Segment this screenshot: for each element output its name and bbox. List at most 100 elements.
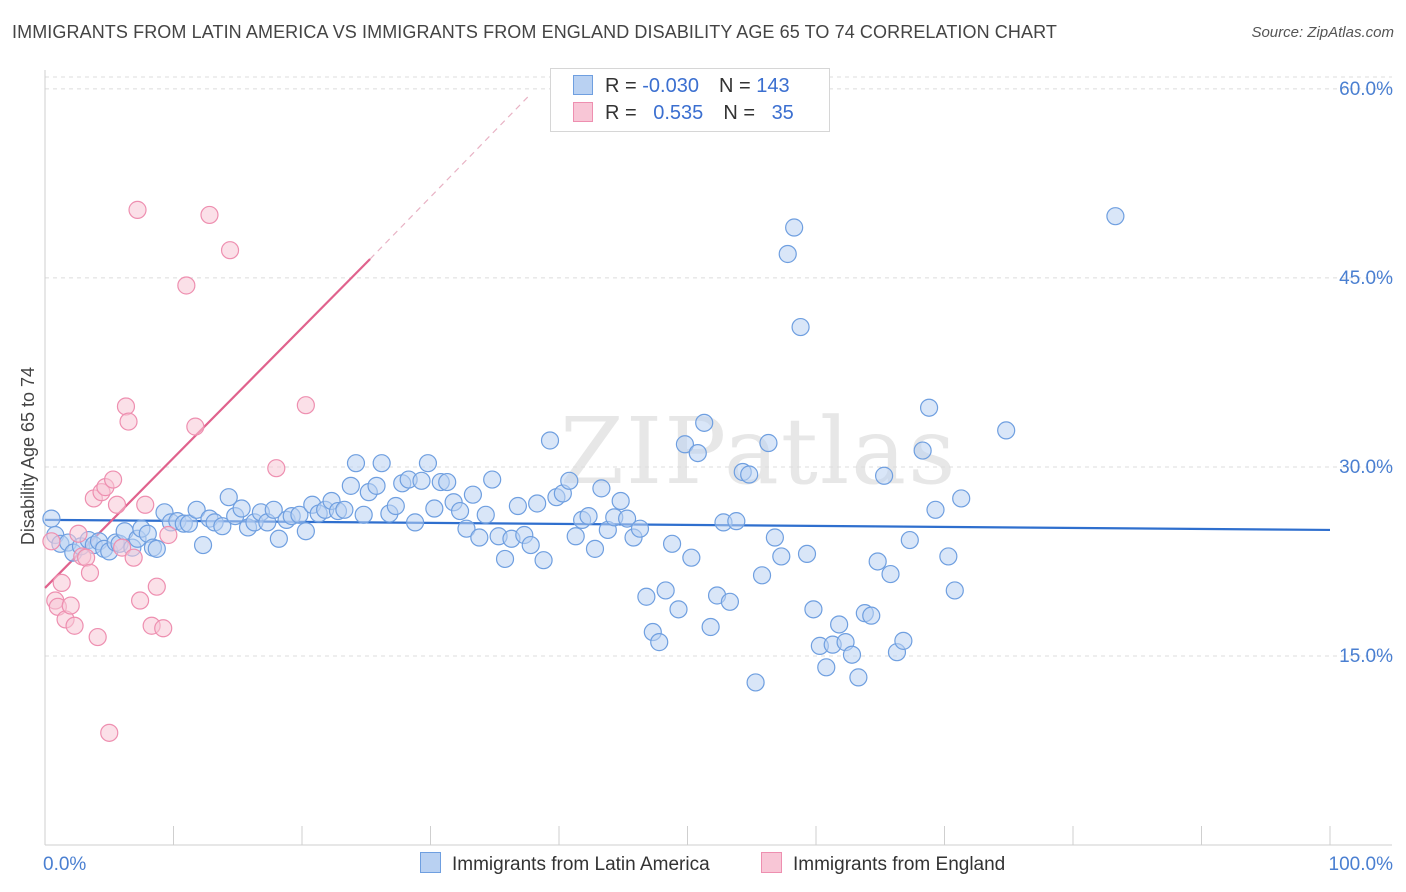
point-latin-america: [521, 535, 540, 555]
point-latin-america: [372, 454, 391, 473]
point-latin-america: [1106, 207, 1125, 226]
axes: [44, 70, 1392, 846]
point-latin-america: [418, 454, 438, 473]
point-latin-america: [997, 421, 1016, 440]
x-tick-label-min: 0.0%: [43, 854, 86, 875]
point-latin-america: [862, 606, 881, 625]
point-england: [136, 495, 155, 514]
point-latin-america: [611, 491, 630, 511]
point-latin-america: [560, 471, 579, 490]
point-latin-america: [817, 658, 836, 677]
point-england: [107, 495, 127, 514]
point-latin-america: [682, 548, 701, 567]
point-latin-america: [534, 551, 553, 570]
point-latin-america: [894, 631, 913, 650]
point-latin-america: [875, 466, 894, 485]
series-legend-label: Immigrants from England: [793, 854, 1006, 875]
point-latin-america: [386, 496, 405, 516]
point-latin-america: [483, 470, 502, 489]
point-latin-america: [939, 547, 958, 566]
point-latin-america: [759, 433, 778, 453]
point-england: [159, 525, 178, 545]
r-value: -0.030: [642, 75, 699, 97]
point-latin-america: [42, 509, 61, 528]
series-swatch-blue: [420, 852, 441, 873]
point-england: [65, 616, 84, 635]
n-value: 35: [771, 102, 794, 124]
point-latin-america: [585, 539, 605, 558]
point-latin-america: [425, 499, 444, 518]
x-tick-label-max: 100.0%: [1329, 854, 1394, 875]
point-latin-america: [656, 581, 675, 600]
legend-swatch-blue: [573, 75, 593, 95]
point-england: [128, 200, 147, 219]
correlation-legend: R = -0.030 N = 143 R = 0.535 N = 35: [550, 68, 830, 132]
point-latin-america: [913, 441, 932, 460]
series-swatch-pink: [761, 852, 782, 873]
point-latin-america: [367, 476, 386, 495]
point-england: [112, 538, 132, 557]
point-england: [147, 577, 166, 596]
series-legend: Immigrants from Latin America Immigrants…: [0, 852, 1406, 878]
point-latin-america: [785, 218, 804, 237]
point-england: [177, 276, 196, 295]
point-latin-america: [213, 517, 232, 536]
point-latin-america: [264, 500, 283, 519]
point-latin-america: [650, 633, 669, 652]
point-latin-america: [618, 509, 637, 528]
legend-row-england: R = 0.535 N = 35: [573, 102, 794, 128]
y-tick-label: 15.0%: [1339, 646, 1393, 667]
point-latin-america: [354, 505, 373, 524]
point-latin-america: [688, 443, 707, 463]
point-latin-america: [290, 505, 309, 524]
source-credit: Source: ZipAtlas.com: [1251, 24, 1394, 41]
point-england: [296, 396, 315, 415]
r-label: R =: [605, 75, 643, 97]
point-latin-america: [592, 479, 611, 498]
point-latin-america: [147, 539, 166, 558]
point-latin-america: [675, 435, 695, 454]
point-latin-america: [765, 528, 784, 547]
point-england: [69, 524, 88, 543]
n-label: N =: [723, 102, 761, 124]
point-latin-america: [335, 500, 354, 519]
point-latin-america: [945, 581, 964, 600]
point-latin-america: [219, 488, 238, 507]
series-legend-latin-america[interactable]: Immigrants from Latin America: [420, 852, 710, 876]
point-latin-america: [720, 592, 740, 611]
point-england: [220, 241, 240, 260]
point-latin-america: [346, 454, 366, 473]
n-label: N =: [718, 75, 757, 97]
point-latin-america: [508, 496, 527, 516]
series-legend-england[interactable]: Immigrants from England: [761, 852, 1005, 876]
point-latin-america: [405, 513, 425, 532]
point-latin-america: [296, 522, 315, 541]
data-points: [42, 200, 1125, 742]
point-latin-america: [952, 489, 971, 508]
y-axis-label: Disability Age 65 to 74: [18, 367, 38, 545]
point-latin-america: [579, 506, 598, 526]
watermark: ZIPatlas: [560, 398, 958, 505]
point-latin-america: [566, 527, 585, 546]
r-label: R =: [605, 102, 643, 124]
point-latin-america: [804, 600, 823, 619]
point-latin-america: [797, 544, 817, 564]
point-latin-america: [919, 398, 939, 417]
point-latin-america: [450, 501, 470, 521]
point-latin-america: [926, 500, 945, 519]
point-latin-america: [695, 413, 714, 432]
point-latin-america: [772, 547, 791, 566]
point-latin-america: [778, 244, 797, 264]
point-latin-america: [791, 317, 810, 337]
point-latin-america: [701, 617, 720, 637]
point-latin-america: [881, 564, 900, 584]
point-england: [119, 412, 138, 431]
point-england: [116, 397, 136, 416]
point-england: [61, 596, 80, 615]
point-latin-america: [193, 535, 213, 555]
point-latin-america: [470, 528, 489, 547]
point-latin-america: [746, 673, 765, 692]
series-legend-label: Immigrants from Latin America: [452, 854, 710, 875]
point-england: [77, 548, 96, 567]
